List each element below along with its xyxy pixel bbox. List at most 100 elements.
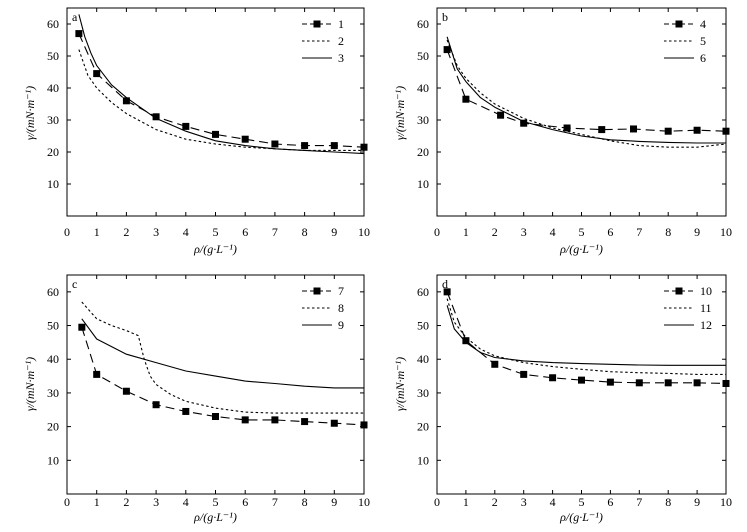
data-point bbox=[152, 113, 160, 121]
y-tick-label: 10 bbox=[47, 453, 59, 467]
x-tick-label: 7 bbox=[636, 495, 642, 509]
data-point bbox=[122, 97, 130, 105]
legend-marker bbox=[313, 287, 321, 295]
series-line-6 bbox=[446, 36, 726, 144]
data-point bbox=[93, 370, 101, 378]
chart-panel-c: 0 1 2 3 4 5 6 7 8 9 10 10 20 30 40 50 60 c ρ/(g·L⁻¹) γ/(mN·… bbox=[23, 274, 370, 524]
x-tick-label: 10 bbox=[358, 495, 370, 509]
legend-label-7: 7 bbox=[338, 284, 344, 298]
data-point bbox=[93, 70, 101, 78]
data-point bbox=[360, 143, 368, 151]
data-point bbox=[491, 360, 499, 368]
legend-label-9: 9 bbox=[338, 318, 344, 332]
x-tick-label: 4 bbox=[550, 495, 556, 509]
data-point bbox=[152, 401, 160, 409]
data-point bbox=[630, 125, 638, 133]
x-tick-label: 7 bbox=[272, 225, 278, 239]
series-line-5 bbox=[446, 39, 727, 148]
y-tick-label: 10 bbox=[47, 177, 59, 191]
series-line-3 bbox=[78, 14, 365, 155]
data-point bbox=[301, 142, 309, 150]
y-tick-label: 60 bbox=[47, 285, 59, 299]
x-tick-label: 9 bbox=[694, 495, 700, 509]
x-tick-label: 5 bbox=[579, 495, 585, 509]
panel-label: c bbox=[72, 277, 77, 291]
y-tick-label: 10 bbox=[417, 453, 429, 467]
data-point bbox=[182, 407, 190, 415]
legend-label-3: 3 bbox=[338, 51, 344, 65]
y-tick-label: 40 bbox=[47, 352, 59, 366]
x-tick-label: 4 bbox=[183, 495, 189, 509]
y-tick-label: 30 bbox=[417, 113, 429, 127]
data-point bbox=[462, 337, 470, 345]
y-tick-label: 10 bbox=[417, 177, 429, 191]
data-point bbox=[443, 46, 451, 54]
y-tick-label: 40 bbox=[417, 352, 429, 366]
x-tick-label: 6 bbox=[607, 225, 613, 239]
y-axis-label: γ/(mN·m⁻¹) bbox=[393, 86, 407, 140]
y-tick-label: 50 bbox=[417, 49, 429, 63]
data-point bbox=[693, 379, 701, 387]
y-axis-label: γ/(mN·m⁻¹) bbox=[23, 86, 37, 140]
series-line-11 bbox=[446, 298, 726, 375]
chart-panel-d: 0 1 2 3 4 5 6 7 8 9 10102030405060dρ/(g·L⁻¹)γ/(mN·… bbox=[393, 274, 732, 524]
data-point bbox=[78, 323, 86, 331]
x-tick-label: 2 bbox=[492, 495, 498, 509]
legend-label-5: 5 bbox=[700, 34, 706, 48]
y-tick-label: 50 bbox=[47, 319, 59, 333]
x-tick-label: 1 bbox=[94, 495, 100, 509]
x-tick-label: 3 bbox=[521, 225, 527, 239]
x-tick-label: 0 bbox=[434, 495, 440, 509]
x-tick-label: 0 bbox=[64, 225, 70, 239]
series-line-12 bbox=[446, 305, 726, 366]
data-point bbox=[722, 379, 730, 387]
data-point bbox=[75, 30, 83, 38]
x-tick-label: 3 bbox=[153, 225, 159, 239]
x-tick-label: 10 bbox=[720, 225, 732, 239]
x-tick-label: 10 bbox=[358, 225, 370, 239]
data-point bbox=[578, 376, 585, 384]
x-tick-label: 1 bbox=[463, 225, 469, 239]
x-axis-label: ρ/(g·L⁻¹) bbox=[193, 242, 237, 256]
data-point bbox=[212, 413, 219, 421]
x-tick-label: 4 bbox=[183, 225, 189, 239]
data-point bbox=[693, 126, 701, 134]
y-axis-label: γ/(mN·m⁻¹) bbox=[23, 357, 37, 411]
data-point bbox=[563, 124, 571, 132]
x-tick-label: 1 bbox=[94, 225, 100, 239]
y-tick-label: 60 bbox=[417, 285, 429, 299]
data-point bbox=[330, 142, 338, 150]
data-point bbox=[598, 126, 606, 134]
legend-label-1: 1 bbox=[338, 17, 344, 31]
x-tick-label: 2 bbox=[492, 225, 498, 239]
panel-label: a bbox=[72, 10, 78, 24]
y-tick-label: 40 bbox=[417, 81, 429, 95]
legend-label-8: 8 bbox=[338, 301, 344, 315]
x-tick-label: 6 bbox=[242, 225, 248, 239]
y-tick-label: 30 bbox=[417, 386, 429, 400]
x-tick-label: 8 bbox=[302, 495, 308, 509]
data-point bbox=[606, 378, 614, 386]
data-point bbox=[241, 416, 249, 424]
x-tick-label: 2 bbox=[123, 495, 129, 509]
legend-marker bbox=[313, 20, 321, 28]
x-tick-label: 9 bbox=[331, 495, 337, 509]
plot-frame bbox=[436, 7, 727, 217]
data-point bbox=[212, 130, 219, 138]
y-tick-label: 30 bbox=[47, 113, 59, 127]
x-tick-label: 3 bbox=[153, 495, 159, 509]
data-point bbox=[520, 119, 528, 127]
series-line-8 bbox=[81, 301, 364, 414]
y-tick-label: 50 bbox=[47, 49, 59, 63]
legend-label-6: 6 bbox=[700, 51, 706, 65]
y-tick-label: 20 bbox=[47, 420, 59, 434]
data-point bbox=[549, 374, 557, 382]
y-tick-label: 20 bbox=[417, 145, 429, 159]
data-point bbox=[520, 370, 528, 378]
series-line-10 bbox=[446, 291, 727, 385]
x-tick-label: 7 bbox=[636, 225, 642, 239]
chart-panel-a: 0 1 2 3 4 5 6 7 8 9 10 10 20 30 40 50 60 a ρ/(g·L⁻¹) γ/(mN·… bbox=[23, 7, 370, 256]
x-axis-label: ρ/(g·L⁻¹) bbox=[193, 510, 237, 524]
series-line-7 bbox=[81, 327, 365, 426]
data-point bbox=[271, 416, 279, 424]
